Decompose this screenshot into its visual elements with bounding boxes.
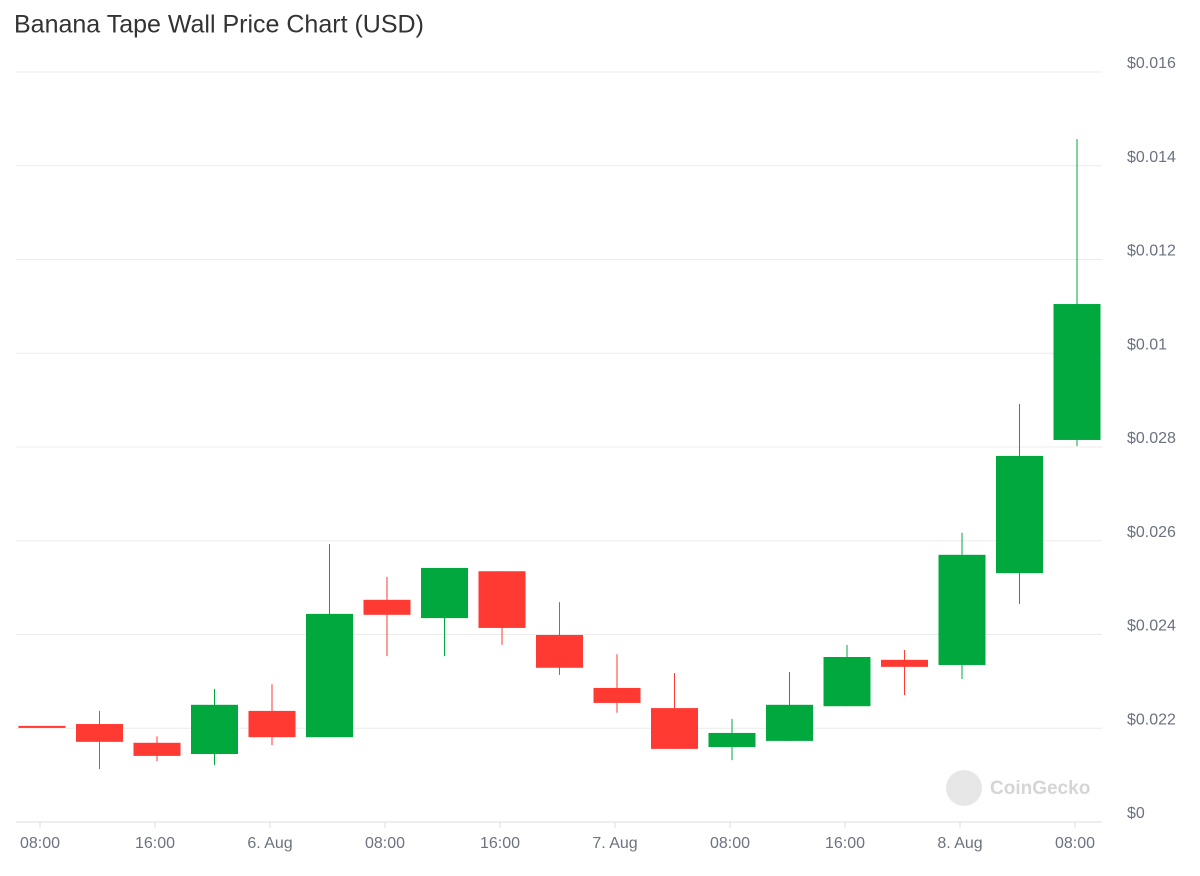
y-tick-label: $0.016 xyxy=(1127,55,1176,72)
candle-body xyxy=(766,704,813,741)
candle-body xyxy=(823,657,871,707)
candle-body xyxy=(248,710,296,738)
x-tick-label: 08:00 xyxy=(1055,835,1095,852)
x-tick-label: 16:00 xyxy=(480,835,520,852)
y-tick-label: $0.022 xyxy=(1127,711,1176,728)
candle-body xyxy=(421,567,468,619)
y-tick-label: $0 xyxy=(1127,805,1145,822)
candle-body xyxy=(881,659,928,667)
y-tick-label: $0.028 xyxy=(1127,430,1176,447)
chart-title: Banana Tape Wall Price Chart (USD) xyxy=(14,11,424,39)
watermark: CoinGecko xyxy=(946,770,1090,806)
candle-body xyxy=(651,708,698,749)
y-tick-label: $0.024 xyxy=(1127,618,1176,635)
watermark-logo xyxy=(946,770,982,806)
y-tick-label: $0.014 xyxy=(1127,149,1176,166)
x-tick-label: 08:00 xyxy=(20,835,60,852)
candle-body xyxy=(306,613,353,738)
candle-body xyxy=(593,687,641,703)
x-tick-label: 7. Aug xyxy=(592,835,637,852)
x-tick-label: 6. Aug xyxy=(247,835,292,852)
x-tick-label: 8. Aug xyxy=(937,835,982,852)
x-tick-label: 08:00 xyxy=(365,835,405,852)
x-tick-label: 16:00 xyxy=(825,835,865,852)
y-tick-label: $0.026 xyxy=(1127,524,1176,541)
x-tick-label: 08:00 xyxy=(710,835,750,852)
candle-body xyxy=(363,599,411,615)
candle-body xyxy=(191,704,238,755)
candle-body xyxy=(1053,304,1101,440)
watermark-text: CoinGecko xyxy=(990,778,1090,799)
candle-body xyxy=(76,724,123,742)
candle-body xyxy=(478,571,526,628)
candle-body xyxy=(18,725,66,728)
candle-body xyxy=(996,455,1043,574)
y-tick-label: $0.012 xyxy=(1127,243,1176,260)
y-tick-label: $0.01 xyxy=(1127,336,1167,353)
candle-body xyxy=(133,742,181,756)
candle-body xyxy=(536,634,583,668)
candle-body xyxy=(708,732,756,747)
candle-body xyxy=(938,554,986,665)
x-tick-label: 16:00 xyxy=(135,835,175,852)
